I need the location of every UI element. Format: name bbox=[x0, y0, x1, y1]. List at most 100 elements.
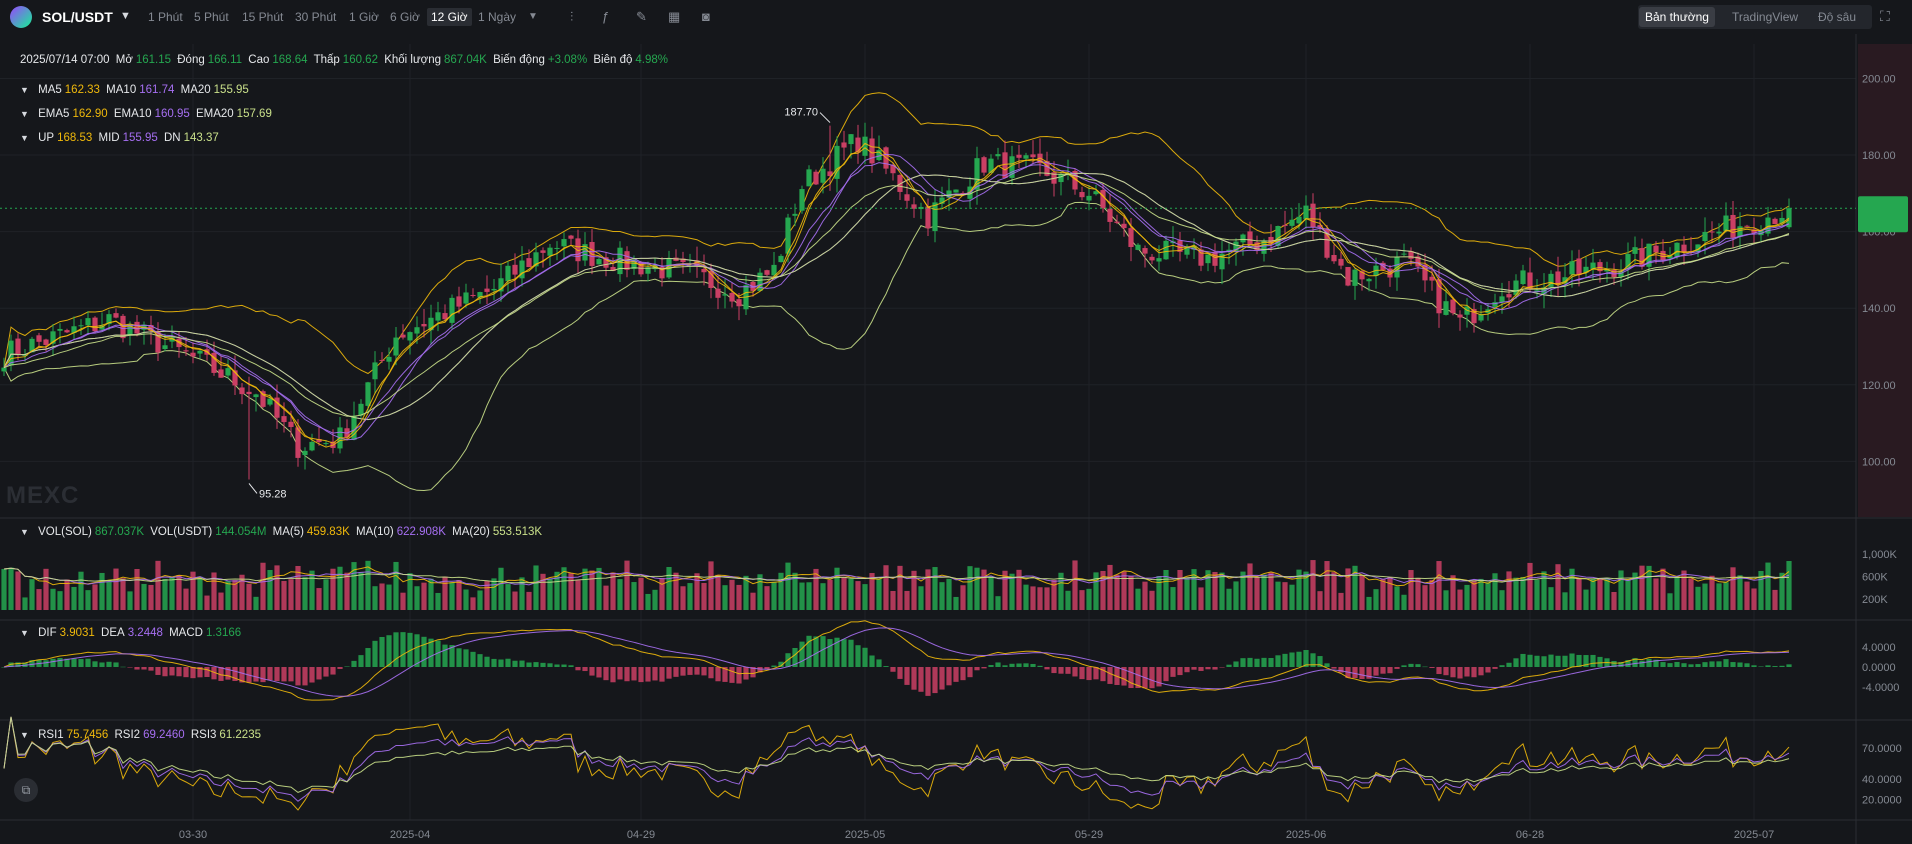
volume-bar bbox=[1016, 569, 1022, 610]
volume-bar bbox=[57, 591, 63, 610]
macd-hist-bar bbox=[218, 667, 224, 681]
macd-hist-bar bbox=[1366, 667, 1372, 679]
candle-body bbox=[197, 350, 203, 354]
macd-hist-bar bbox=[736, 667, 742, 684]
candle-body bbox=[932, 202, 938, 232]
macd-hist-bar bbox=[8, 662, 14, 667]
mode-normal[interactable]: Bản thường bbox=[1639, 7, 1715, 27]
macd-hist-bar bbox=[1205, 667, 1211, 670]
last-price-tag bbox=[1858, 196, 1908, 233]
volume-bar bbox=[1387, 576, 1393, 610]
collapse-caret-icon[interactable]: ▼ bbox=[20, 85, 29, 95]
mode-tradingview[interactable]: TradingView bbox=[1732, 10, 1799, 24]
price-tick-label: 120.00 bbox=[1862, 380, 1896, 392]
volume-bar bbox=[176, 575, 182, 610]
macd-legend[interactable]: ▼ DIF 3.9031 DEA 3.2448 MACD 1.3166 bbox=[20, 627, 244, 639]
collapse-caret-icon[interactable]: ▼ bbox=[20, 730, 29, 740]
collapse-caret-icon[interactable]: ▼ bbox=[20, 628, 29, 638]
volume-bar bbox=[456, 579, 462, 610]
volume-bar bbox=[253, 596, 259, 610]
volume-bar bbox=[386, 584, 392, 610]
tf-1d[interactable]: 1 Ngày bbox=[478, 10, 517, 24]
macd-hist-bar bbox=[1429, 667, 1435, 668]
tf-12h[interactable]: 12 Giờ bbox=[427, 8, 472, 26]
macd-hist-bar bbox=[890, 667, 896, 672]
camera-icon[interactable]: ◙ bbox=[702, 9, 710, 24]
macd-hist-bar bbox=[1548, 654, 1554, 667]
volume-bar bbox=[64, 579, 70, 610]
volume-bar bbox=[883, 565, 889, 610]
ema-legend[interactable]: ▼ EMA5 162.90 EMA10 160.95 EMA20 157.69 bbox=[20, 108, 275, 120]
tf-6h[interactable]: 6 Giờ bbox=[390, 10, 420, 24]
volume-bar bbox=[1737, 575, 1743, 610]
chevron-down-icon[interactable]: ▼ bbox=[528, 11, 538, 22]
candle-body bbox=[15, 338, 21, 356]
collapse-caret-icon[interactable]: ▼ bbox=[20, 109, 29, 119]
candle-body bbox=[1506, 294, 1512, 298]
volume-bar bbox=[757, 574, 763, 610]
macd-hist-bar bbox=[981, 667, 987, 669]
volume-bar bbox=[50, 588, 56, 610]
candle-body bbox=[309, 441, 315, 451]
macd-hist-bar bbox=[176, 667, 182, 677]
mode-depth[interactable]: Độ sâu bbox=[1818, 10, 1857, 24]
ma-legend[interactable]: ▼ MA5 162.33 MA10 161.74 MA20 155.95 bbox=[20, 84, 252, 96]
volume-bar bbox=[1583, 589, 1589, 610]
tf-5m[interactable]: 5 Phút bbox=[194, 10, 229, 24]
volume-bar bbox=[1716, 583, 1722, 610]
volume-bar bbox=[1289, 584, 1295, 610]
candle-body bbox=[1499, 296, 1505, 303]
ma10-label: MA10 bbox=[106, 84, 137, 96]
volume-bar bbox=[169, 576, 175, 610]
volume-bar bbox=[512, 591, 518, 610]
macd-hist-bar bbox=[848, 639, 854, 667]
macd-hist-bar bbox=[92, 661, 98, 667]
indicator-icon[interactable]: ⫶ bbox=[570, 9, 574, 24]
kline-chart[interactable]: 100.00120.00140.00160.00180.00200.0003-3… bbox=[0, 34, 1912, 844]
macd-hist-bar bbox=[1226, 664, 1232, 667]
symbol-selector[interactable]: SOL/USDT bbox=[42, 9, 113, 25]
rsi-legend[interactable]: ▼ RSI1 75.7456 RSI2 69.2460 RSI3 61.2235 bbox=[20, 729, 264, 741]
ohlc-legend: 2025/07/14 07:00 Mở 161.15 Đóng 166.11 Cao… bbox=[20, 54, 671, 66]
candle-body bbox=[582, 244, 588, 261]
macd-hist-bar bbox=[624, 667, 630, 682]
macd-hist-bar bbox=[827, 639, 833, 667]
macd-hist-bar bbox=[1247, 657, 1253, 667]
volume-bar bbox=[785, 562, 791, 610]
volume-bar bbox=[309, 570, 315, 610]
tf-30m[interactable]: 30 Phút bbox=[295, 10, 337, 24]
macd-hist-bar bbox=[708, 667, 714, 679]
candle-body bbox=[512, 264, 518, 275]
candle-body bbox=[1030, 154, 1036, 158]
rsi3-label: RSI3 bbox=[190, 729, 217, 741]
volume-bar bbox=[1646, 565, 1652, 610]
tf-1m[interactable]: 1 Phút bbox=[148, 10, 183, 24]
boll-legend[interactable]: ▼ UP 168.53 MID 155.95 DN 143.37 bbox=[20, 132, 222, 144]
macd-hist-bar bbox=[239, 667, 245, 683]
volume-bar bbox=[1345, 568, 1351, 610]
volume-legend[interactable]: ▼ VOL(SOL) 867.037K VOL(USDT) 144.054M MA(… bbox=[20, 526, 545, 538]
function-icon[interactable]: ƒ bbox=[602, 9, 610, 24]
volume-bar bbox=[750, 592, 756, 610]
tf-1h[interactable]: 1 Giờ bbox=[349, 10, 379, 24]
chevron-down-icon[interactable]: ▼ bbox=[120, 10, 131, 22]
collapse-caret-icon[interactable]: ▼ bbox=[20, 133, 29, 143]
layers-icon[interactable]: ⧉ bbox=[14, 778, 38, 802]
collapse-caret-icon[interactable]: ▼ bbox=[20, 527, 29, 537]
macd-hist-bar bbox=[946, 667, 952, 686]
macd-hist-bar bbox=[365, 648, 371, 667]
volume-bar bbox=[379, 583, 385, 610]
tf-15m[interactable]: 15 Phút bbox=[242, 10, 284, 24]
pencil-icon[interactable]: ✎ bbox=[636, 9, 647, 24]
macd-hist-bar bbox=[1555, 655, 1561, 667]
macd-hist-bar bbox=[883, 666, 889, 667]
candle-body bbox=[155, 331, 161, 353]
fullscreen-icon[interactable]: ⛶ bbox=[1880, 8, 1890, 24]
candle-body bbox=[1751, 229, 1757, 233]
macd-hist-bar bbox=[1457, 667, 1463, 679]
layout-icon[interactable]: ▦ bbox=[668, 9, 681, 24]
vol-ma20-line bbox=[3, 567, 1790, 584]
candle-body bbox=[1625, 254, 1631, 270]
volume-bar bbox=[862, 584, 868, 610]
candle-body bbox=[1667, 255, 1673, 259]
